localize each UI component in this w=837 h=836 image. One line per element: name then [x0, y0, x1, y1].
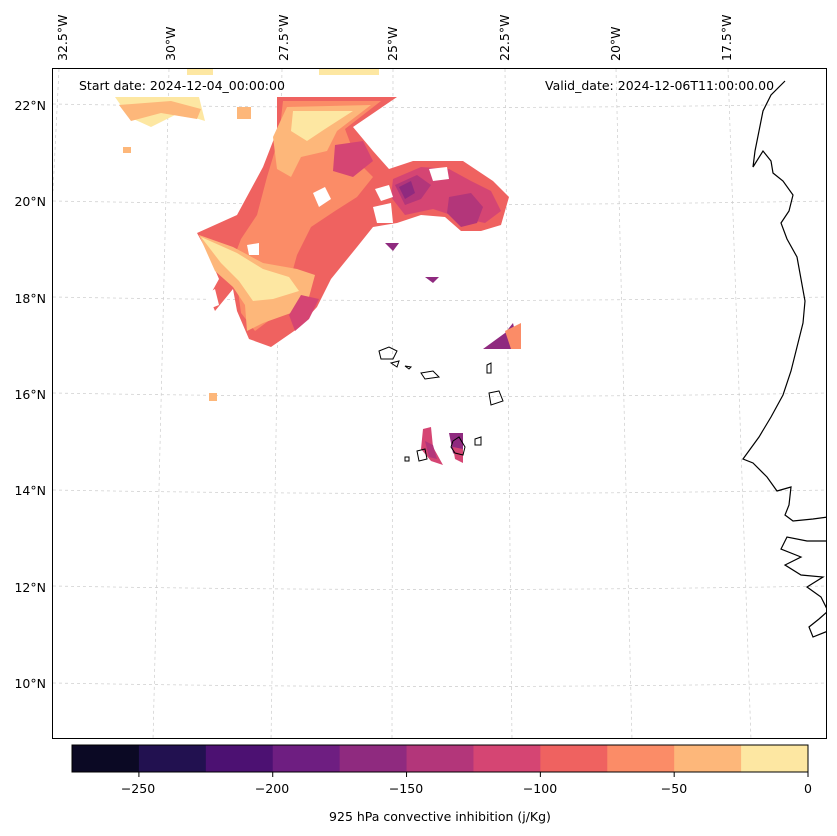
valid-date-label: Valid_date: 2024-12-06T11:00:00.00: [545, 78, 775, 93]
colorbar-block: [138, 745, 207, 772]
lat-label-10n: 10°N: [14, 676, 46, 691]
cin-hole: [205, 289, 219, 309]
colorbar-tick: −50: [660, 781, 688, 796]
colorbar-block: [540, 745, 608, 772]
lon-label-27.5w: 27.5°W: [276, 14, 291, 61]
lon-label-20w: 20°W: [608, 26, 623, 61]
cin-patch-top: [187, 69, 213, 75]
cin-main-region: [289, 295, 319, 331]
cin-patch-top: [319, 69, 379, 75]
cin-patch-top: [123, 147, 131, 153]
cin-small-patch: [453, 447, 463, 463]
start-date-label: Start date: 2024-12-04_00:00:00: [79, 78, 285, 93]
lon-label-25w: 25°W: [385, 26, 400, 61]
lat-label-16n: 16°N: [14, 387, 46, 402]
cin-main-region: [399, 181, 415, 199]
colorbar-block: [473, 745, 541, 772]
cin-main-region: [333, 141, 373, 177]
colorbar: [71, 744, 809, 777]
cin-hole: [373, 203, 393, 223]
colorbar-block: [607, 745, 675, 772]
cin-field: [115, 69, 521, 465]
cin-small-patch: [425, 277, 439, 283]
cin-hole: [247, 243, 259, 255]
lon-label-22.5w: 22.5°W: [497, 14, 512, 61]
cin-hole: [313, 187, 331, 207]
cin-patch-top: [237, 107, 251, 119]
lat-label-18n: 18°N: [14, 291, 46, 306]
cin-small-patch: [505, 323, 521, 349]
colorbar-block: [339, 745, 408, 772]
lat-label-22n: 22°N: [14, 98, 46, 113]
cin-small-patch: [209, 393, 217, 401]
african-coastline: [780, 536, 826, 638]
colorbar-block: [272, 745, 341, 772]
lon-label-17.5w: 17.5°W: [719, 14, 734, 61]
lat-label-20n: 20°N: [14, 194, 46, 209]
colorbar-block: [205, 745, 274, 772]
lon-label-30w: 30°W: [163, 26, 178, 61]
colorbar-tick: 0: [804, 781, 812, 796]
cin-small-patch: [385, 243, 399, 251]
colorbar-tick: −250: [120, 781, 156, 796]
cin-main-region: [447, 193, 483, 227]
cin-small-patch: [425, 441, 437, 459]
colorbar-tick: −200: [254, 781, 290, 796]
lon-label-32.5w: 32.5°W: [55, 14, 70, 61]
cin-main-region: [201, 237, 299, 301]
colorbar-block: [72, 745, 140, 772]
lat-label-14n: 14°N: [14, 483, 46, 498]
african-coastline: [742, 80, 826, 522]
colorbar-block: [741, 745, 809, 772]
colorbar-tick: −100: [522, 781, 558, 796]
colorbar-block: [674, 745, 742, 772]
colorbar-block: [406, 745, 474, 772]
colorbar-label: 925 hPa convective inhibition (j/Kg): [329, 809, 551, 824]
cape-verde-islands: [378, 346, 504, 462]
cin-hole: [375, 185, 393, 201]
lat-label-12n: 12°N: [14, 580, 46, 595]
gridlines: [53, 69, 826, 738]
map-panel[interactable]: [52, 68, 827, 739]
cin-patch-top: [119, 101, 201, 121]
cin-hole: [429, 167, 449, 181]
colorbar-tick: −150: [388, 781, 424, 796]
cin-main-region: [291, 111, 353, 141]
